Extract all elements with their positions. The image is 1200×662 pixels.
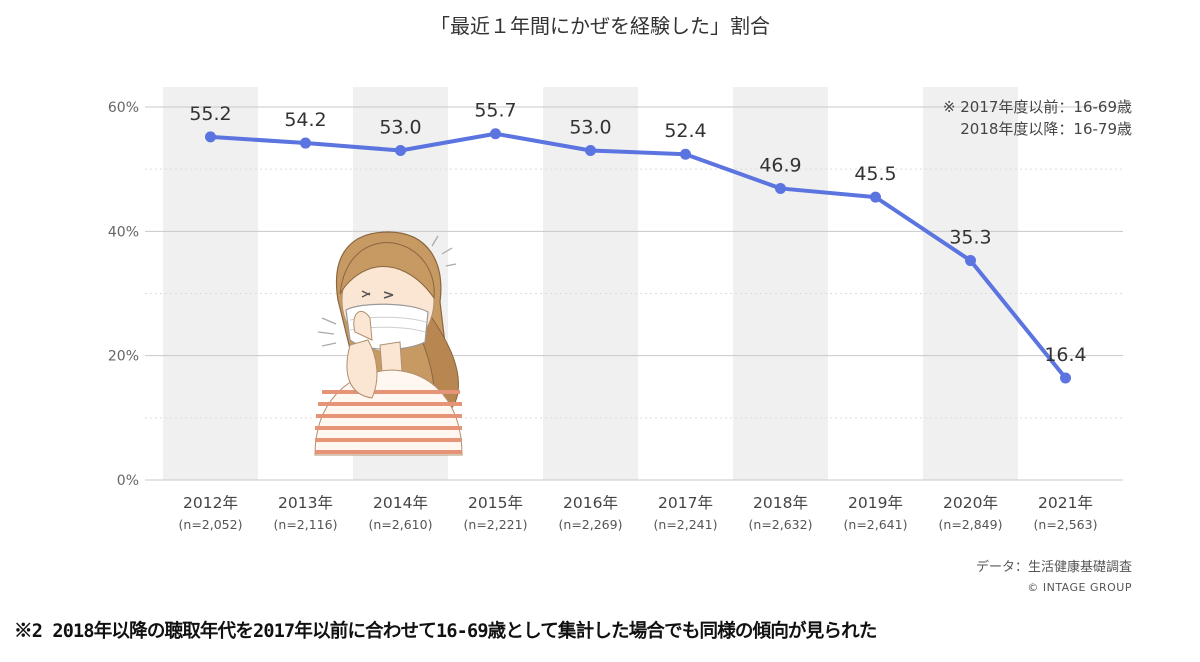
- y-tick-label: 0%: [117, 473, 139, 489]
- sample-size-label: (n=2,221): [464, 517, 528, 532]
- sample-size-label: (n=2,610): [369, 517, 433, 532]
- data-label: 35.3: [949, 227, 991, 249]
- data-point: [585, 145, 596, 157]
- note-line-2: 2018年度以降：16-79歳: [960, 120, 1132, 138]
- gridlines: [145, 106, 1123, 481]
- data-label: 55.2: [189, 103, 231, 125]
- data-point: [205, 131, 216, 143]
- x-tick-label: 2013年: [278, 494, 333, 512]
- sample-size-label: (n=2,632): [749, 517, 813, 532]
- data-point: [1060, 372, 1071, 384]
- x-tick-label: 2012年: [183, 494, 238, 512]
- x-tick-label: 2019年: [848, 494, 903, 512]
- y-tick-label: 40%: [108, 224, 139, 240]
- data-point: [300, 137, 311, 149]
- sample-size-label: (n=2,052): [179, 517, 243, 532]
- age-range-note: ※ 2017年度以前：16-69歳 2018年度以降：16-79歳: [943, 96, 1132, 140]
- data-label: 52.4: [664, 120, 706, 142]
- sample-size-label: (n=2,269): [559, 517, 623, 532]
- y-tick-label: 60%: [108, 100, 139, 116]
- data-labels: 55.2 54.2 53.0 55.7 53.0 52.4 46.9 45.5 35.3 16.4: [189, 100, 1086, 366]
- sample-size-label: (n=2,241): [654, 517, 718, 532]
- data-label: 55.7: [474, 100, 516, 122]
- x-tick-label: 2017年: [658, 494, 713, 512]
- data-label: 54.2: [284, 109, 326, 131]
- data-label: 46.9: [759, 154, 801, 176]
- series-line-group: [208, 131, 1068, 381]
- sample-size-label: (n=2,641): [844, 517, 908, 532]
- x-tick-label: 2014年: [373, 494, 428, 512]
- data-label: 16.4: [1044, 344, 1086, 366]
- series-line: [208, 131, 1068, 381]
- data-point: [490, 128, 501, 140]
- y-tick-label: 20%: [108, 349, 139, 365]
- data-point: [680, 148, 691, 160]
- band-0: [163, 87, 258, 480]
- chart-title: 「最近１年間にかぜを経験した」割合: [430, 14, 770, 38]
- data-label: 53.0: [569, 117, 611, 139]
- data-point: [870, 191, 881, 203]
- data-point: [395, 145, 406, 157]
- sample-size-label: (n=2,563): [1034, 517, 1098, 532]
- y-axis: 0% 20% 40% 60%: [108, 100, 139, 489]
- data-point: [965, 255, 976, 267]
- x-axis: 2012年 (n=2,052) 2013年 (n=2,116) 2014年 (n=2,61…: [179, 494, 1098, 532]
- x-tick-label: 2015年: [468, 494, 523, 512]
- data-point: [775, 182, 786, 194]
- sick-woman-illustration: [314, 231, 463, 456]
- copyright: © INTAGE GROUP: [1027, 581, 1132, 594]
- sample-size-label: (n=2,116): [274, 517, 338, 532]
- data-label: 53.0: [379, 117, 421, 139]
- x-tick-label: 2020年: [943, 494, 998, 512]
- data-points: [205, 128, 1071, 384]
- x-tick-label: 2016年: [563, 494, 618, 512]
- sample-size-label: (n=2,849): [939, 517, 1003, 532]
- x-tick-label: 2021年: [1038, 494, 1093, 512]
- x-tick-label: 2018年: [753, 494, 808, 512]
- band-6: [733, 87, 828, 480]
- footnote: ※2 2018年以降の聴取年代を2017年以前に合わせて16-69歳として集計し…: [14, 621, 877, 642]
- data-source: データ：生活健康基礎調査: [975, 560, 1132, 575]
- note-line-1: ※ 2017年度以前：16-69歳: [942, 98, 1132, 116]
- band-8: [923, 87, 1018, 480]
- data-label: 45.5: [854, 163, 896, 185]
